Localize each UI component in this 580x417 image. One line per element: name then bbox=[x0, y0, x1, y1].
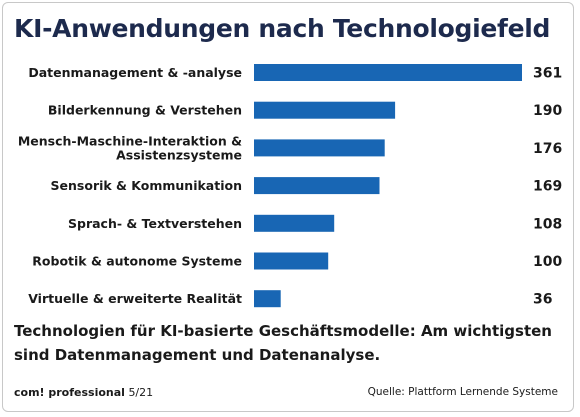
chart-frame bbox=[2, 2, 574, 412]
category-label: Bilderkennung & Verstehen bbox=[48, 103, 242, 118]
value-labels: 361 190 176 169 108 100 36 bbox=[533, 66, 562, 308]
bar-chart: Datenmanagement & -analyse Bilderkennung … bbox=[18, 64, 562, 308]
category-label: Sprach- & Textverstehen bbox=[68, 216, 242, 231]
category-label: Robotik & autonome Systeme bbox=[32, 254, 242, 269]
value-label: 176 bbox=[533, 141, 562, 157]
chart-title: KI-Anwendungen nach Technologiefeld bbox=[14, 14, 551, 43]
bars bbox=[254, 64, 522, 308]
publisher-credit: com! professional 5/21 bbox=[14, 386, 153, 399]
value-label: 361 bbox=[533, 66, 562, 82]
value-label: 169 bbox=[533, 179, 562, 195]
category-labels: Datenmanagement & -analyse Bilderkennung … bbox=[18, 65, 242, 306]
bar bbox=[254, 64, 522, 81]
chart-subtitle: Technologien für KI-basierte Geschäftsmo… bbox=[14, 322, 552, 364]
bar bbox=[254, 139, 385, 157]
bar bbox=[254, 101, 396, 119]
source-note: Quelle: Plattform Lernende Systeme bbox=[367, 386, 558, 398]
category-label: Sensorik & Kommunikation bbox=[51, 178, 242, 193]
publisher-name: com! professional bbox=[14, 386, 125, 399]
category-label: Virtuelle & erweiterte Realität bbox=[28, 291, 242, 306]
value-label: 108 bbox=[533, 216, 562, 232]
value-label: 100 bbox=[533, 254, 562, 270]
issue-number: 5/21 bbox=[128, 386, 154, 399]
bar bbox=[254, 177, 380, 195]
value-label: 36 bbox=[533, 292, 552, 308]
bar bbox=[254, 252, 329, 270]
category-label: Mensch-Maschine-Interaktion & Assistenzsy… bbox=[18, 133, 242, 162]
value-label: 190 bbox=[533, 103, 562, 119]
bar bbox=[254, 290, 281, 308]
category-label: Datenmanagement & -analyse bbox=[28, 65, 242, 80]
bar bbox=[254, 214, 335, 232]
